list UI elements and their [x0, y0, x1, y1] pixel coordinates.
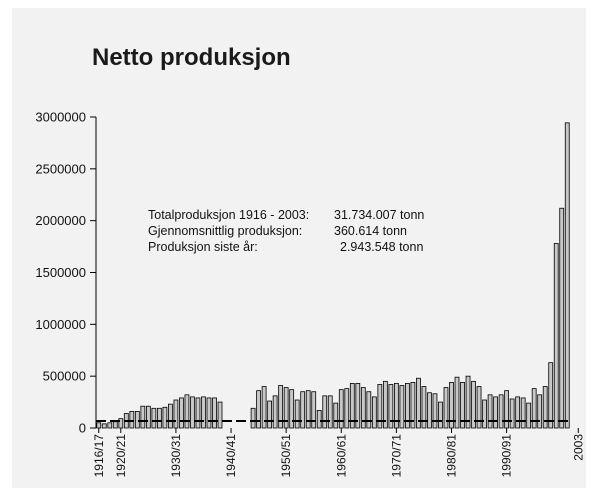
bar-1995-96	[532, 389, 536, 428]
bar-2000-01	[560, 208, 564, 428]
bar-1953-54	[301, 392, 305, 428]
x-tick-label: 1980/81	[445, 434, 459, 478]
bar-1971-72	[400, 386, 404, 429]
bar-1976-77	[427, 393, 431, 428]
bar-1957-58	[323, 396, 327, 428]
bar-2001-02	[565, 123, 569, 428]
annotation-average-value: 360.614 tonn	[334, 224, 407, 238]
bar-1988-89	[494, 397, 498, 428]
x-tick-label: 1920/21	[114, 434, 128, 478]
bar-1928-29	[163, 407, 167, 428]
bar-1965-66	[367, 392, 371, 428]
x-tick-label: 1970/71	[389, 434, 403, 478]
bar-1934-35	[196, 398, 200, 428]
bar-1944-45	[251, 408, 255, 428]
bar-1993-94	[521, 398, 525, 428]
bar-1938-39	[218, 402, 222, 428]
x-tick-label: 1916/17	[92, 434, 106, 478]
bar-1994-95	[527, 403, 531, 428]
x-axis: 1916/17 1920/21 1930/31 1940/41 1950/51 1960/…	[92, 428, 586, 477]
bar-1935-36	[201, 397, 205, 428]
bar-1927-28	[157, 408, 161, 428]
bar-1929-30	[168, 404, 172, 428]
bar-1917-18	[102, 424, 106, 428]
y-tick-label: 500000	[43, 369, 86, 384]
y-axis: 0 500000 1000000 1500000 2000000 2500000 30000…	[35, 110, 96, 436]
annotation-total: Totalproduksjon 1916 - 2003: 31.734.007 t…	[148, 208, 424, 222]
bar-1959-60	[334, 403, 338, 428]
bar-1936-37	[207, 398, 211, 428]
bar-1932-33	[185, 395, 189, 428]
bar-1926-27	[152, 408, 156, 428]
bar-1978-79	[438, 402, 442, 428]
bar-1996-97	[538, 395, 542, 428]
annotation-last-year-value: 2.943.548 tonn	[340, 240, 423, 254]
bar-1954-55	[306, 391, 310, 428]
annotation-average: Gjennomsnittlig produksjon: 360.614 tonn	[148, 224, 407, 238]
bar-1990-91	[505, 391, 509, 428]
bar-1937-38	[213, 398, 217, 428]
bar-1966-67	[372, 397, 376, 428]
y-tick-label: 2000000	[35, 213, 86, 228]
x-tick-label: 1930/31	[169, 434, 183, 478]
annotation-last-year: Produksjon siste år: 2.943.548 tonn	[148, 240, 423, 254]
bar-1991-92	[510, 399, 514, 428]
bar-1923-24	[135, 411, 139, 428]
bar-1933-34	[190, 397, 194, 428]
bar-1956-57	[317, 410, 321, 428]
bar-1986-87	[483, 400, 487, 428]
bar-1999-00	[554, 243, 558, 428]
bar-1922-23	[130, 411, 134, 428]
y-tick-label: 2500000	[35, 161, 86, 176]
x-tick-label: 1940/41	[224, 434, 238, 478]
annotation-average-label: Gjennomsnittlig produksjon:	[148, 224, 334, 238]
bar-1952-53	[295, 400, 299, 428]
bar-1945-46	[257, 391, 261, 428]
bar-1998-99	[549, 363, 553, 428]
y-tick-label: 1000000	[35, 317, 86, 332]
bar-1951-52	[290, 390, 294, 428]
annotation-last-year-label: Produksjon siste år:	[148, 240, 340, 254]
bar-1931-32	[179, 398, 183, 428]
bar-1947-48	[268, 401, 272, 428]
bar-1925-26	[146, 406, 150, 428]
x-tick-label: 1950/51	[279, 434, 293, 478]
y-tick-label: 0	[79, 421, 86, 436]
bars	[97, 123, 569, 428]
bar-1930-31	[174, 400, 178, 428]
bar-1916-17	[97, 423, 101, 428]
annotation-total-value: 31.734.007 tonn	[334, 208, 424, 222]
bar-1960-61	[339, 390, 343, 428]
bar-1919-20	[113, 422, 117, 428]
bar-1948-49	[273, 396, 277, 428]
bar-1955-56	[312, 392, 316, 428]
annotation-total-label: Totalproduksjon 1916 - 2003:	[148, 208, 334, 222]
y-tick-label: 1500000	[35, 265, 86, 280]
bar-1961-62	[345, 389, 349, 428]
bar-1992-93	[516, 397, 520, 428]
x-tick-label: 1990/91	[500, 434, 514, 478]
bar-1977-78	[433, 394, 437, 428]
x-tick-label: 1960/61	[334, 434, 348, 478]
bar-1918-19	[108, 423, 112, 428]
x-tick-label: 2003	[571, 434, 585, 461]
bar-1924-25	[141, 406, 145, 428]
bar-1989-90	[499, 395, 503, 428]
bar-1958-59	[328, 396, 332, 428]
bar-1987-88	[488, 395, 492, 428]
y-tick-label: 3000000	[35, 110, 86, 125]
